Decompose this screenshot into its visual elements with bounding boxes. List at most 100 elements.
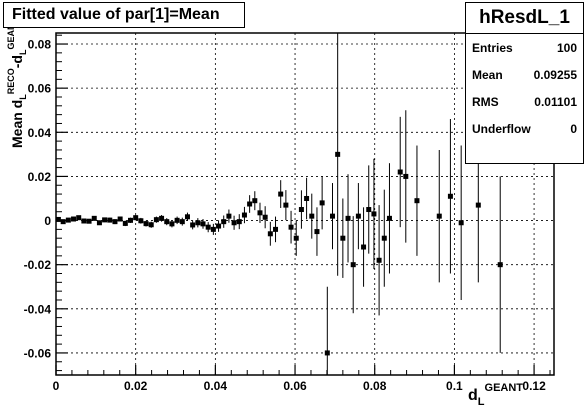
data-point [148,222,154,228]
data-point [447,193,453,199]
data-point [247,201,253,207]
data-point [231,220,237,226]
y-tick-label: -0.02 [24,258,52,272]
data-point [174,217,180,223]
data-point [288,224,294,230]
data-point [159,215,165,221]
x-tick-label: 0.1 [446,379,463,393]
data-point [278,191,284,197]
stats-label: Underflow [472,121,531,136]
data-point [350,262,356,268]
data-point [169,221,175,227]
data-point [190,222,196,228]
data-point [205,224,211,230]
x-tick-label: 0.04 [204,379,228,393]
data-point [386,215,392,221]
data-point [112,219,118,225]
data-point [236,219,242,225]
data-point [257,210,263,216]
y-tick-label: -0.06 [24,346,52,360]
x-tick-label: 0.02 [124,379,148,393]
y-tick-label: 0.06 [28,82,52,96]
data-point [216,223,222,229]
data-point [436,213,442,219]
data-point [273,226,279,232]
data-point [153,217,159,223]
x-tick-label: 0.06 [283,379,307,393]
data-point [381,235,387,241]
y-tick-label: 0.04 [28,126,52,140]
y-tick-label: 0.08 [28,38,52,52]
data-point [241,212,247,218]
data-point [262,214,268,220]
data-point [376,257,382,263]
data-point [71,216,77,222]
chart-title: Fitted value of par[1]=Mean [3,2,245,28]
data-point [102,217,108,223]
x-axis-label: dLGEANT [468,382,523,408]
data-point [252,198,258,204]
data-point [355,213,361,219]
x-tick-label: 0.12 [522,379,546,393]
data-point [60,219,66,225]
data-point [293,235,299,241]
y-tick-label: -0.04 [24,302,52,316]
data-point [314,229,320,235]
x-tick-label: 0 [53,379,60,393]
data-point [96,220,102,226]
data-point [497,262,503,268]
data-point [86,218,92,224]
stats-value: 100 [556,40,577,55]
data-point [414,198,420,204]
stats-box: hResdL_1 Entries 100 Mean 0.09255 RMS 0.… [465,2,584,164]
data-point [371,211,377,217]
data-point [366,207,372,213]
data-point [91,215,97,221]
data-point [458,220,464,226]
data-point [55,216,61,222]
data-point [329,213,335,219]
data-point [200,221,206,227]
data-point [221,219,227,225]
data-point [117,216,123,222]
data-point [267,231,273,237]
data-point [335,151,341,157]
data-points [55,33,503,375]
stats-value: 0.09255 [533,67,577,82]
stats-value: 0 [570,121,577,136]
stats-row-mean: Mean 0.09255 [466,61,583,88]
data-point [76,215,82,221]
data-point [210,226,216,232]
data-point [81,218,87,224]
data-point [195,220,201,226]
data-point [298,207,304,213]
stats-row-rms: RMS 0.01101 [466,88,583,115]
data-point [475,202,481,208]
data-point [283,202,289,208]
data-point [179,219,185,225]
data-point [65,217,71,223]
data-point [309,213,315,219]
stats-value: 0.01101 [534,94,577,109]
y-axis-label: Mean dLRECO-dLGEANT [6,18,28,148]
stats-label: Mean [472,67,503,82]
tick-labels: 0 0.02 0.04 0.06 0.08 0.1 0.12 -0.06 -0.04 -0.02 0… [24,38,546,393]
data-point [397,169,403,175]
data-point [304,195,310,201]
y-tick-label: 0 [44,214,51,228]
data-point [403,173,409,179]
data-point [345,215,351,221]
data-point [184,214,190,220]
data-point [122,220,128,226]
stats-row-entries: Entries 100 [466,34,583,61]
data-point [133,215,139,221]
data-point [361,244,367,250]
data-point [324,350,330,356]
data-point [143,221,149,227]
data-point [138,218,144,224]
x-tick-label: 0.08 [363,379,387,393]
data-point [319,200,325,206]
data-point [164,219,170,225]
plot-frame [55,32,555,376]
